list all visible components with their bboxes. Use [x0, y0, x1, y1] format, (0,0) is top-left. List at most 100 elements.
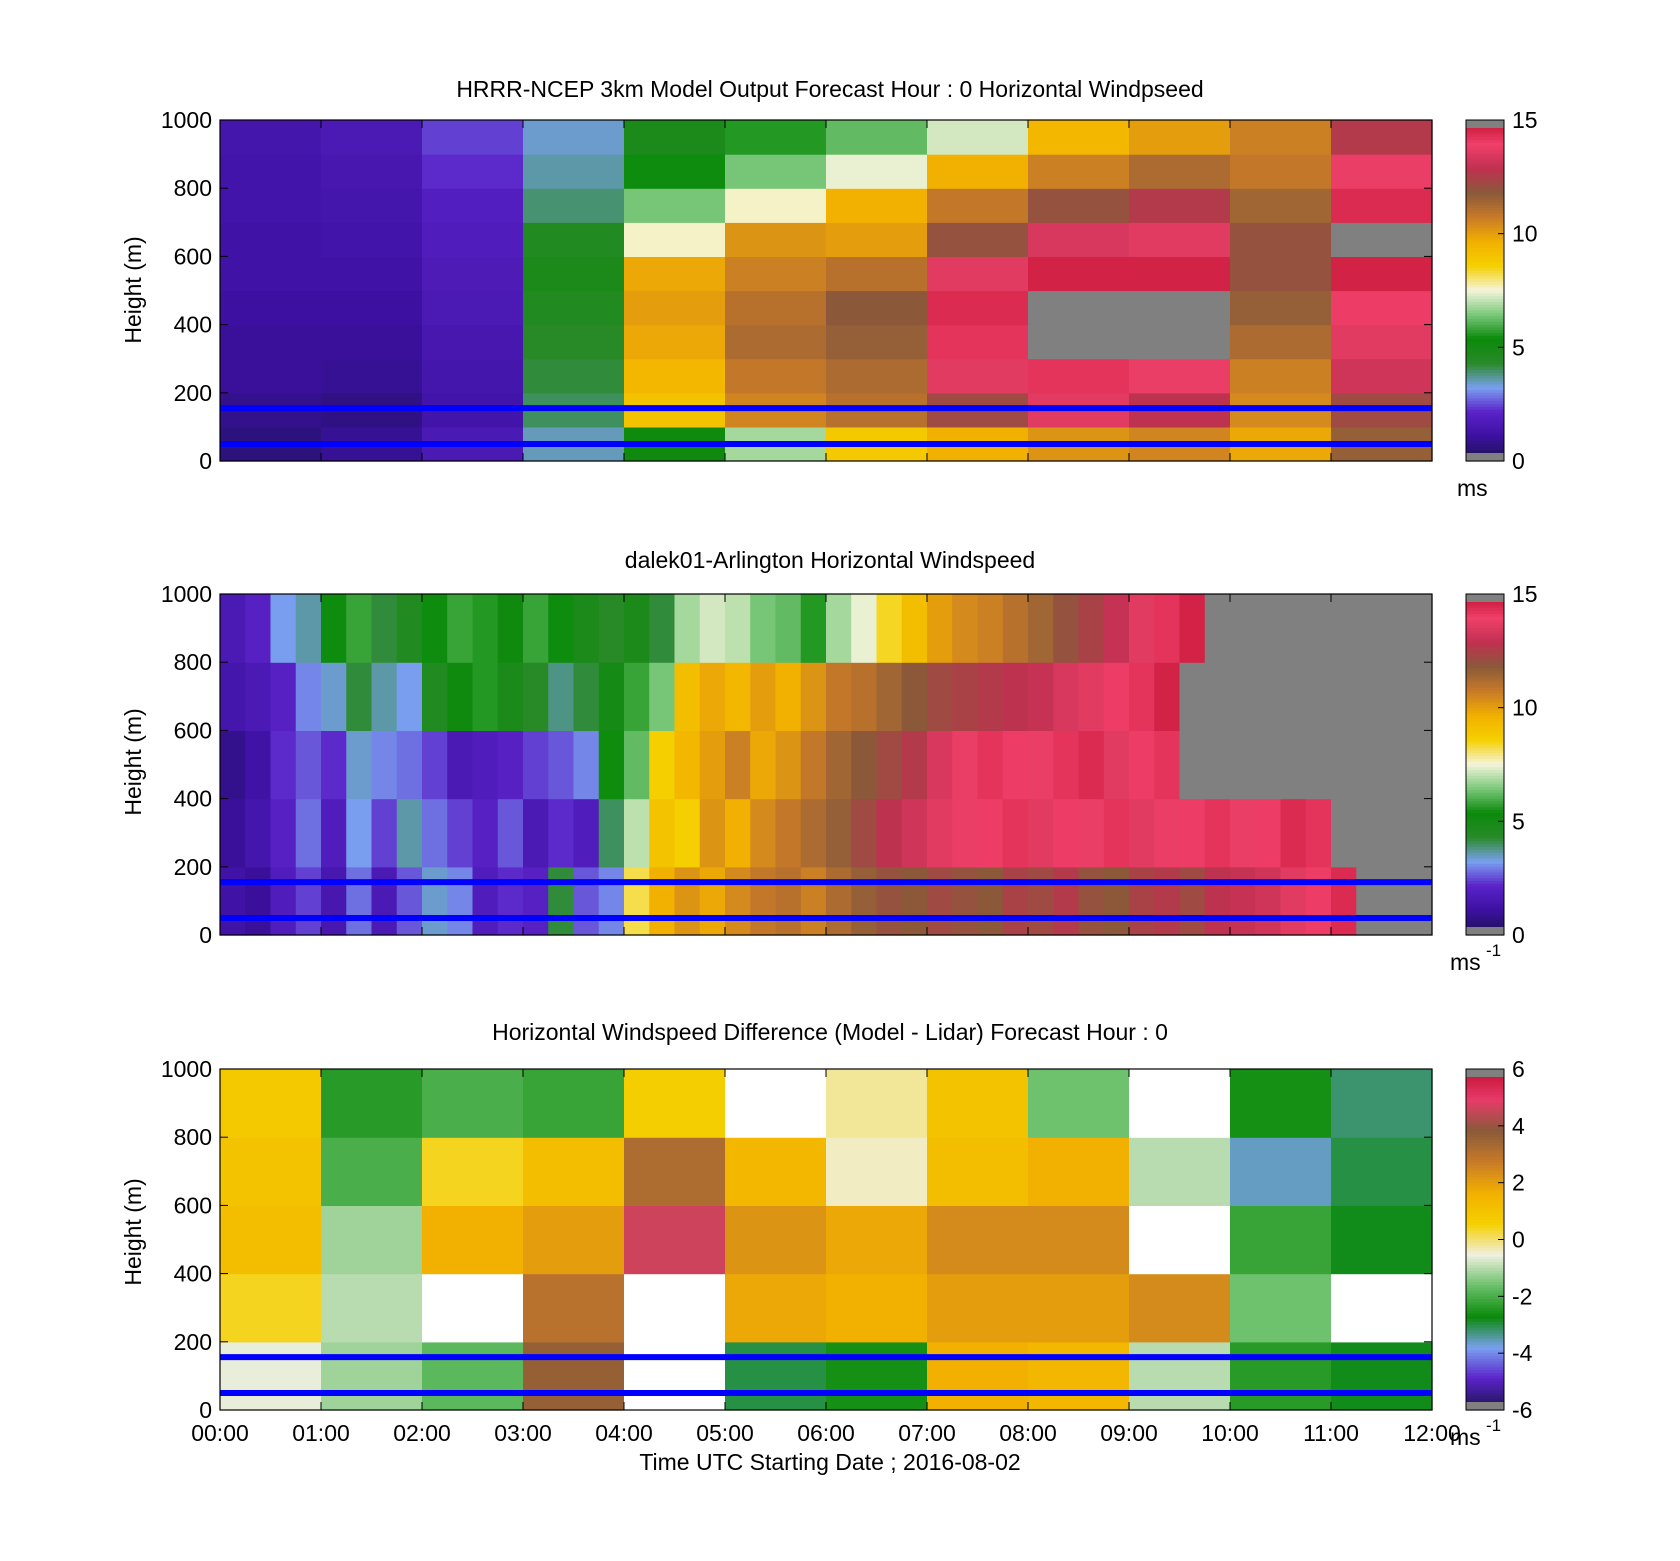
colorbar-step: [1466, 616, 1504, 621]
heatmap-cell: [573, 866, 600, 936]
colorbar-frame: [1465, 593, 1505, 936]
chart-title: dalek01-Arlington Horizontal Windspeed: [625, 547, 1035, 573]
colorbar-step: [1466, 809, 1504, 814]
colorbar-step: [1466, 659, 1504, 663]
heatmap-cell: [927, 154, 1029, 189]
heatmap-cell: [321, 730, 347, 800]
colorbar-tick-label: 15: [1512, 107, 1538, 133]
colorbar-step: [1466, 1356, 1504, 1360]
heatmap-cell: [1154, 730, 1181, 800]
colorbar-step: [1466, 872, 1504, 876]
heatmap-cell: [270, 594, 297, 663]
heatmap-cell: [1028, 730, 1054, 800]
colorbar-step: [1466, 262, 1504, 266]
x-tick-label: 10:00: [1201, 1420, 1259, 1446]
heatmap-cell: [876, 730, 903, 800]
colorbar-step: [1466, 341, 1504, 346]
colorbar-step: [1466, 438, 1504, 442]
heatmap-cell: [851, 798, 878, 868]
heatmap-cell: [624, 730, 650, 800]
heatmap-cell: [548, 662, 575, 731]
heatmap-cell: [725, 222, 827, 257]
x-tick-label: 07:00: [898, 1420, 956, 1446]
x-tick-label: 01:00: [292, 1420, 350, 1446]
heatmap-cell: [1028, 188, 1130, 223]
heatmap-cell: [220, 324, 322, 360]
colorbar-step: [1466, 770, 1504, 774]
colorbar-step: [1466, 1378, 1504, 1383]
heatmap-cell: [1356, 866, 1383, 936]
heatmap-cell: [422, 1341, 524, 1411]
y-tick-label: 200: [174, 380, 212, 406]
heatmap-cell: [598, 798, 625, 868]
colorbar-step: [1466, 307, 1504, 311]
heatmap-cell: [1406, 594, 1433, 663]
heatmap-cell: [1154, 662, 1181, 731]
colorbar-step: [1466, 1083, 1504, 1087]
heatmap-cell: [523, 1205, 625, 1275]
heatmap-cell: [649, 662, 676, 731]
heatmap-cell: [1179, 662, 1206, 731]
heatmap-cell: [548, 730, 575, 800]
colorbar-frame: [1465, 119, 1505, 462]
heatmap-cell: [220, 1069, 322, 1138]
heatmap-cell: [1028, 1273, 1130, 1343]
heatmap-cell: [1028, 222, 1130, 257]
colorbar-step: [1466, 279, 1504, 283]
heatmap-cell: [220, 1137, 322, 1206]
heatmap-cell: [1230, 188, 1332, 223]
colorbar-step: [1466, 1185, 1504, 1189]
heatmap-cell: [346, 798, 373, 868]
x-axis-label: Time UTC Starting Date ; 2016-08-02: [639, 1449, 1020, 1475]
heatmap-cell: [371, 662, 398, 731]
colorbar-step: [1466, 1293, 1504, 1297]
heatmap-cell: [295, 866, 322, 936]
heatmap-cell: [624, 1273, 726, 1343]
heatmap-cell: [927, 290, 1029, 326]
colorbar-step: [1466, 355, 1504, 360]
heatmap-cell: [1230, 662, 1256, 731]
colorbar-step: [1466, 287, 1504, 292]
colorbar-step: [1466, 165, 1504, 169]
heatmap-cell: [1305, 730, 1332, 800]
colorbar-step: [1466, 1310, 1504, 1314]
colorbar-step: [1466, 619, 1504, 624]
heatmap-cell: [1129, 222, 1231, 257]
heatmap-cell: [1255, 662, 1282, 731]
y-tick-label: 0: [199, 922, 212, 948]
heatmap-cell: [775, 866, 802, 936]
heatmap-cell: [927, 188, 1029, 223]
colorbar-step: [1466, 628, 1504, 632]
colorbar-step: [1466, 225, 1504, 229]
heatmap-cell: [1078, 866, 1105, 936]
heatmap-cell: [1331, 1273, 1433, 1343]
heatmap-cell: [725, 324, 827, 360]
heatmap-cell: [826, 594, 852, 663]
heatmap-cell: [1078, 662, 1105, 731]
colorbar-step: [1466, 727, 1504, 731]
colorbar-step: [1466, 1168, 1504, 1172]
colorbar-step: [1466, 219, 1504, 223]
colorbar-step: [1466, 707, 1504, 712]
colorbar-step: [1466, 259, 1504, 263]
colorbar-step: [1466, 409, 1504, 414]
colorbar-step: [1466, 1202, 1504, 1206]
colorbar: 6 4 2 0 -2 -4 -6 ms -1: [1450, 1056, 1533, 1450]
heatmap-cell: [1280, 594, 1307, 663]
colorbar-step: [1466, 213, 1504, 218]
heatmap-cell: [523, 154, 625, 189]
heatmap-cell: [1028, 256, 1130, 292]
heatmap-cell: [1381, 798, 1408, 868]
heatmap-cell: [1154, 866, 1181, 936]
heatmap-cell: [523, 256, 625, 292]
colorbar-step: [1466, 866, 1504, 871]
colorbar-step: [1466, 744, 1504, 749]
heatmap-cell: [1331, 120, 1433, 155]
colorbar-step: [1466, 296, 1504, 300]
heatmap-cell: [548, 798, 575, 868]
colorbar-step: [1466, 202, 1504, 206]
x-tick-label: 00:00: [191, 1420, 249, 1446]
heatmap-cell: [1002, 662, 1029, 731]
heatmap-cell: [1331, 154, 1433, 189]
colorbar-step: [1466, 449, 1504, 454]
